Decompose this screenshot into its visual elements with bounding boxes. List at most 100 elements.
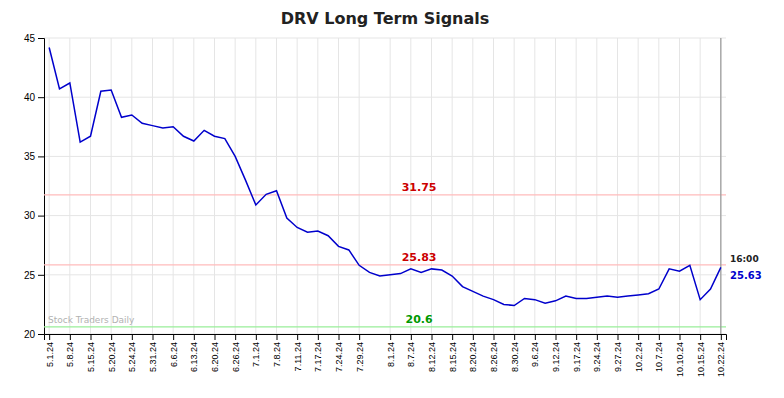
x-tick-mark <box>91 334 92 340</box>
grid-line-x <box>111 38 112 334</box>
y-tick-label: 45 <box>24 33 36 44</box>
y-tick-mark <box>38 38 44 39</box>
x-tick-mark <box>494 334 495 340</box>
x-tick-mark <box>700 334 701 340</box>
x-tick-label: 6.20.24 <box>210 342 220 372</box>
grid-line-y <box>44 38 726 39</box>
x-axis-line <box>45 335 727 341</box>
x-tick: 5.8.24 <box>65 334 75 367</box>
y-tick-mark <box>38 97 44 98</box>
grid-line-x <box>514 38 515 334</box>
x-tick: 10.10.24 <box>675 334 685 377</box>
x-tick-mark <box>432 334 433 340</box>
x-tick-mark <box>535 334 536 340</box>
x-tick-label: 9.6.24 <box>530 342 540 367</box>
x-tick: 7.29.24 <box>355 334 365 372</box>
grid-line-x <box>700 38 701 334</box>
x-tick-label: 8.15.24 <box>448 342 458 372</box>
grid-line-x <box>214 38 215 334</box>
chart: 2025303540455.1.245.8.245.15.245.20.245.… <box>0 0 784 398</box>
x-tick: 5.20.24 <box>107 334 117 372</box>
x-tick-mark <box>339 334 340 340</box>
grid-line-x <box>472 38 473 334</box>
x-tick-label: 10.2.24 <box>634 342 644 372</box>
x-tick-mark <box>70 334 71 340</box>
x-tick-label: 5.15.24 <box>86 342 96 372</box>
grid-line-x <box>493 38 494 334</box>
x-tick-label: 9.24.24 <box>592 342 602 372</box>
grid <box>44 38 726 334</box>
plot-area <box>44 38 726 334</box>
x-tick-mark <box>618 334 619 340</box>
x-tick: 9.24.24 <box>592 334 602 372</box>
x-tick-label: 7.1.24 <box>251 342 261 367</box>
y-tick: 35 <box>24 151 44 162</box>
y-tick-label: 20 <box>24 329 36 340</box>
y-tick: 25 <box>24 270 44 281</box>
x-tick: 7.8.24 <box>272 334 282 367</box>
reference-line <box>44 326 726 327</box>
x-tick: 7.11.24 <box>293 334 303 371</box>
x-tick: 7.1.24 <box>251 334 261 367</box>
x-tick: 10.22.24 <box>716 334 726 377</box>
x-tick: 8.20.24 <box>468 334 478 372</box>
x-tick-mark <box>318 334 319 340</box>
x-tick: 8.26.24 <box>489 334 499 372</box>
y-tick-mark <box>38 156 44 157</box>
x-tick-mark <box>680 334 681 340</box>
x-tick-label: 10.7.24 <box>654 342 664 372</box>
x-tick-mark <box>452 334 453 340</box>
grid-line-x <box>596 38 597 334</box>
x-tick-label: 8.12.24 <box>427 342 437 372</box>
y-tick: 45 <box>24 33 44 44</box>
grid-line-y <box>44 156 726 157</box>
x-tick-label: 8.7.24 <box>406 342 416 367</box>
grid-line-x <box>617 38 618 334</box>
x-tick-mark <box>576 334 577 340</box>
x-tick-mark <box>411 334 412 340</box>
x-tick: 10.2.24 <box>634 334 644 372</box>
grid-line-y <box>44 97 726 98</box>
x-tick-mark <box>638 334 639 340</box>
x-tick: 9.17.24 <box>572 334 582 372</box>
x-tick-mark <box>359 334 360 340</box>
x-axis: 5.1.24 5.8.24 5.15.24 5.20.24 5.24.24 5.31.24… <box>45 334 727 377</box>
y-axis: 202530354045 <box>24 33 45 340</box>
x-tick: 6.13.24 <box>189 334 199 372</box>
x-tick-label: 10.15.24 <box>696 342 706 377</box>
x-tick-label: 5.1.24 <box>45 342 55 367</box>
grid-line-x <box>359 38 360 334</box>
x-tick-mark <box>277 334 278 340</box>
y-tick-label: 35 <box>24 151 36 162</box>
x-tick-label: 7.8.24 <box>272 342 282 367</box>
reference-label: 25.83 <box>402 251 437 264</box>
title: DRV Long Term Signals <box>281 9 490 28</box>
grid-line-x <box>390 38 391 334</box>
x-tick: 7.17.24 <box>313 334 323 372</box>
x-tick-mark <box>235 334 236 340</box>
end-label-time: 16:00 <box>730 254 759 264</box>
grid-line-x <box>317 38 318 334</box>
x-tick-label: 8.20.24 <box>468 342 478 372</box>
x-tick-label: 6.26.24 <box>231 342 241 372</box>
x-tick-label: 7.29.24 <box>355 342 365 372</box>
reference-label: 31.75 <box>402 181 437 194</box>
x-tick-label: 5.24.24 <box>127 342 137 372</box>
last-point-line <box>720 38 721 334</box>
reference-label: 20.6 <box>406 313 433 326</box>
x-tick-label: 8.1.24 <box>386 342 396 367</box>
grid-line-x <box>638 38 639 334</box>
x-tick-label: 5.31.24 <box>148 342 158 372</box>
x-tick: 10.15.24 <box>696 334 706 377</box>
x-tick-label: 6.13.24 <box>189 342 199 372</box>
x-tick: 5.31.24 <box>148 334 158 372</box>
x-tick-mark <box>111 334 112 340</box>
x-tick-label: 5.20.24 <box>107 342 117 372</box>
grid-line-x <box>90 38 91 334</box>
x-tick-label: 9.17.24 <box>572 342 582 372</box>
x-tick: 6.20.24 <box>210 334 220 372</box>
y-tick-label: 40 <box>24 92 36 103</box>
x-tick: 5.1.24 <box>45 334 55 367</box>
x-tick-mark <box>390 334 391 340</box>
x-tick-mark <box>132 334 133 340</box>
